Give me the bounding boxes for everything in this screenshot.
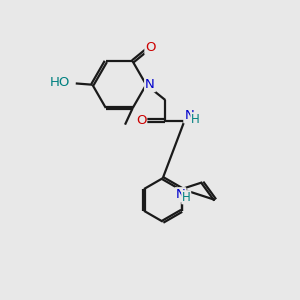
Text: N: N bbox=[176, 188, 185, 201]
Text: H: H bbox=[182, 191, 190, 204]
Text: O: O bbox=[146, 41, 156, 54]
Text: O: O bbox=[136, 114, 146, 127]
Text: H: H bbox=[191, 113, 200, 126]
Text: N: N bbox=[145, 78, 155, 91]
Text: N: N bbox=[184, 110, 194, 122]
Text: HO: HO bbox=[50, 76, 70, 88]
